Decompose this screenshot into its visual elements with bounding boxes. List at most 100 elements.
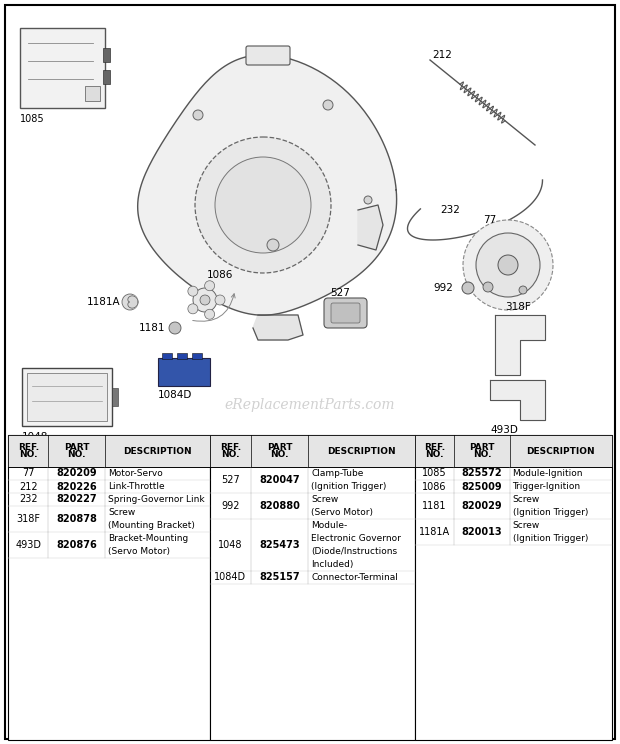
- Text: 212: 212: [432, 50, 452, 60]
- Circle shape: [463, 220, 553, 310]
- Circle shape: [188, 304, 198, 314]
- Bar: [8, 435, 210, 740]
- Text: Screw: Screw: [513, 495, 540, 504]
- FancyArrowPatch shape: [193, 294, 235, 321]
- Circle shape: [476, 233, 540, 297]
- Bar: [20, 28, 105, 108]
- Text: 820209: 820209: [56, 469, 97, 478]
- Polygon shape: [128, 296, 138, 308]
- Text: eReplacementParts.com: eReplacementParts.com: [224, 398, 396, 412]
- Text: 820227: 820227: [56, 495, 97, 504]
- Bar: [415, 435, 612, 740]
- Circle shape: [122, 294, 138, 310]
- Bar: [112, 388, 118, 406]
- Text: Trigger-Ignition: Trigger-Ignition: [513, 482, 581, 491]
- Text: 77: 77: [22, 469, 35, 478]
- Text: 825572: 825572: [462, 469, 502, 478]
- Circle shape: [323, 100, 333, 110]
- Bar: [103, 48, 110, 62]
- Text: PART: PART: [469, 443, 495, 452]
- Text: 825157: 825157: [259, 572, 300, 583]
- Text: 1085: 1085: [20, 114, 45, 124]
- Text: Bracket-Mounting: Bracket-Mounting: [108, 534, 188, 543]
- Text: Screw: Screw: [513, 521, 540, 530]
- Text: PART: PART: [267, 443, 293, 452]
- Bar: [415, 435, 612, 467]
- Text: PART: PART: [64, 443, 89, 452]
- Text: NO.: NO.: [19, 450, 37, 459]
- Circle shape: [169, 322, 181, 334]
- Text: 825473: 825473: [259, 540, 300, 550]
- Text: DESCRIPTION: DESCRIPTION: [526, 446, 595, 455]
- Text: (Ignition Trigger): (Ignition Trigger): [311, 482, 387, 491]
- Text: (Mounting Bracket): (Mounting Bracket): [108, 521, 195, 530]
- Text: REF.: REF.: [17, 443, 39, 452]
- Text: 1048: 1048: [218, 540, 243, 550]
- Polygon shape: [495, 315, 545, 375]
- Text: NO.: NO.: [425, 450, 444, 459]
- Text: 318F: 318F: [16, 514, 40, 524]
- Text: 820226: 820226: [56, 481, 97, 492]
- Text: (Ignition Trigger): (Ignition Trigger): [513, 534, 588, 543]
- Text: DESCRIPTION: DESCRIPTION: [327, 446, 396, 455]
- Text: Module-: Module-: [311, 521, 348, 530]
- Bar: [192, 353, 202, 359]
- Text: 820880: 820880: [259, 501, 300, 511]
- Text: (Diode/Instructions: (Diode/Instructions: [311, 547, 397, 556]
- Text: (Ignition Trigger): (Ignition Trigger): [513, 508, 588, 517]
- Text: 527: 527: [221, 475, 240, 485]
- Bar: [103, 70, 110, 84]
- Text: NO.: NO.: [68, 450, 86, 459]
- Text: (Servo Motor): (Servo Motor): [108, 547, 170, 556]
- Text: 1181A: 1181A: [86, 297, 120, 307]
- Circle shape: [200, 295, 210, 305]
- Polygon shape: [253, 315, 303, 340]
- Text: REF.: REF.: [424, 443, 445, 452]
- Circle shape: [188, 286, 198, 296]
- Text: 1086: 1086: [207, 270, 233, 280]
- Bar: [22, 368, 112, 426]
- Circle shape: [193, 288, 217, 312]
- Text: 1085: 1085: [422, 469, 447, 478]
- Text: Clamp-Tube: Clamp-Tube: [311, 469, 364, 478]
- Circle shape: [519, 286, 527, 294]
- Polygon shape: [138, 55, 397, 315]
- Text: 820013: 820013: [462, 527, 502, 537]
- Bar: [177, 353, 187, 359]
- Text: 77: 77: [483, 215, 496, 225]
- Bar: [210, 435, 415, 740]
- Polygon shape: [490, 380, 545, 420]
- FancyBboxPatch shape: [246, 46, 290, 65]
- Text: 825009: 825009: [462, 481, 502, 492]
- Text: (Servo Motor): (Servo Motor): [311, 508, 373, 517]
- Text: Connector-Terminal: Connector-Terminal: [311, 573, 398, 582]
- Text: 1084D: 1084D: [215, 572, 247, 583]
- Circle shape: [193, 110, 203, 120]
- Polygon shape: [358, 205, 383, 250]
- Text: 992: 992: [433, 283, 453, 293]
- Text: NO.: NO.: [472, 450, 491, 459]
- Text: Module-Ignition: Module-Ignition: [513, 469, 583, 478]
- Circle shape: [205, 280, 215, 291]
- Text: 212: 212: [19, 481, 38, 492]
- Circle shape: [267, 239, 279, 251]
- Text: 232: 232: [440, 205, 460, 215]
- Circle shape: [215, 295, 225, 305]
- Bar: [210, 435, 415, 467]
- Bar: [162, 353, 172, 359]
- Circle shape: [364, 196, 372, 204]
- FancyBboxPatch shape: [331, 303, 360, 323]
- Text: Link-Throttle: Link-Throttle: [108, 482, 164, 491]
- Text: 493D: 493D: [490, 425, 518, 435]
- Text: 1181A: 1181A: [419, 527, 450, 537]
- Text: 1181: 1181: [422, 501, 447, 511]
- Text: NO.: NO.: [221, 450, 240, 459]
- Text: DESCRIPTION: DESCRIPTION: [123, 446, 192, 455]
- Text: Screw: Screw: [108, 508, 135, 517]
- Text: 493D: 493D: [16, 540, 41, 550]
- Text: Included): Included): [311, 560, 354, 569]
- Text: 820878: 820878: [56, 514, 97, 524]
- Text: Screw: Screw: [311, 495, 339, 504]
- Text: 1084D: 1084D: [158, 390, 192, 400]
- Text: 820029: 820029: [462, 501, 502, 511]
